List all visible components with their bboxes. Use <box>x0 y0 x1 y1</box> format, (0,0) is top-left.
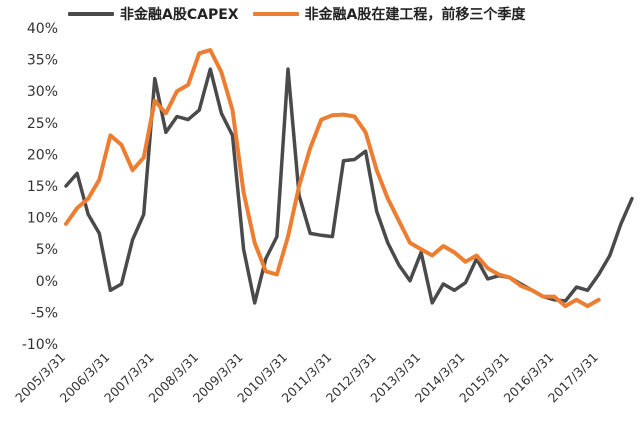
x-axis-tick-labels: 2005/3/312006/3/312007/3/312008/3/312009… <box>12 350 601 406</box>
legend-label-capex: 非金融A股CAPEX <box>120 7 239 23</box>
capex-line <box>64 67 634 305</box>
y-axis-tick-labels: 40% 35% 30% 25% 20% 15% 10% 5% 0% -5% -10% <box>22 21 58 353</box>
y-tick-label: 35% <box>27 53 58 69</box>
y-tick-label: 40% <box>27 21 58 37</box>
y-tick-label: 0% <box>36 274 58 290</box>
legend-swatch-capex <box>68 12 114 16</box>
legend-swatch-cip <box>252 12 299 16</box>
y-tick-label: 10% <box>27 211 58 227</box>
y-tick-label: 20% <box>27 147 58 163</box>
y-tick-label: -10% <box>22 337 58 353</box>
y-tick-label: 30% <box>27 84 58 100</box>
legend-item-cip: 非金融A股在建工程，前移三个季度 <box>252 4 526 24</box>
construction-in-progress-line <box>64 48 601 309</box>
legend: 非金融A股CAPEX 非金融A股在建工程，前移三个季度 <box>68 4 539 24</box>
y-tick-label: 15% <box>27 179 58 195</box>
series-lines <box>64 48 634 309</box>
legend-item-capex: 非金融A股CAPEX <box>68 4 239 24</box>
y-tick-label: -5% <box>31 305 58 321</box>
legend-label-cip: 非金融A股在建工程，前移三个季度 <box>304 7 526 23</box>
y-tick-label: 5% <box>36 242 58 258</box>
y-tick-label: 25% <box>27 116 58 132</box>
